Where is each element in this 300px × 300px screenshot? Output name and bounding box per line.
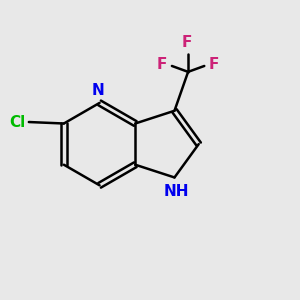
Text: NH: NH — [163, 184, 189, 199]
Text: Cl: Cl — [9, 115, 25, 130]
Text: F: F — [157, 57, 167, 72]
Text: N: N — [92, 82, 104, 98]
Text: F: F — [182, 35, 192, 50]
Text: F: F — [209, 57, 219, 72]
